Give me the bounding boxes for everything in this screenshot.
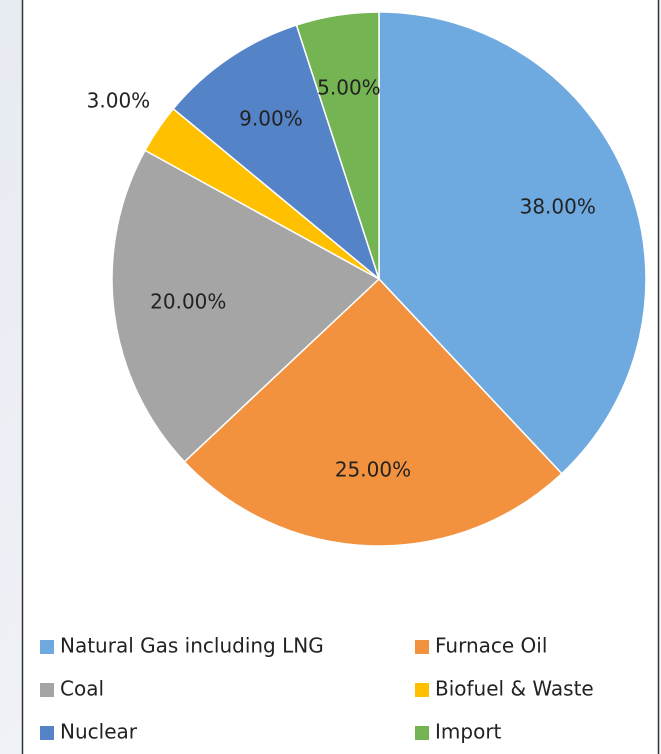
pie-slice xyxy=(378,11,647,475)
legend-swatch xyxy=(415,683,429,697)
data-label: 5.00% xyxy=(317,76,381,100)
legend-swatch xyxy=(40,726,54,740)
data-label: 9.00% xyxy=(239,107,303,131)
legend-label: Biofuel & Waste xyxy=(435,677,594,701)
legend-swatch xyxy=(415,640,429,654)
legend-label: Nuclear xyxy=(60,720,138,744)
pie-slice xyxy=(295,11,380,280)
data-label: 25.00% xyxy=(335,458,411,482)
data-label: 20.00% xyxy=(150,290,226,314)
pie-slice xyxy=(172,24,381,282)
data-label: 38.00% xyxy=(520,195,596,219)
pie-slice xyxy=(183,277,563,547)
pie-slice xyxy=(111,149,381,463)
legend-swatch xyxy=(40,683,54,697)
legend-label: Natural Gas including LNG xyxy=(60,634,324,658)
legend-label: Coal xyxy=(60,677,104,701)
legend-label: Furnace Oil xyxy=(435,634,547,658)
legend-label: Import xyxy=(435,720,502,744)
legend-swatch xyxy=(415,726,429,740)
data-label: 3.00% xyxy=(87,88,151,112)
legend-swatch xyxy=(40,640,54,654)
